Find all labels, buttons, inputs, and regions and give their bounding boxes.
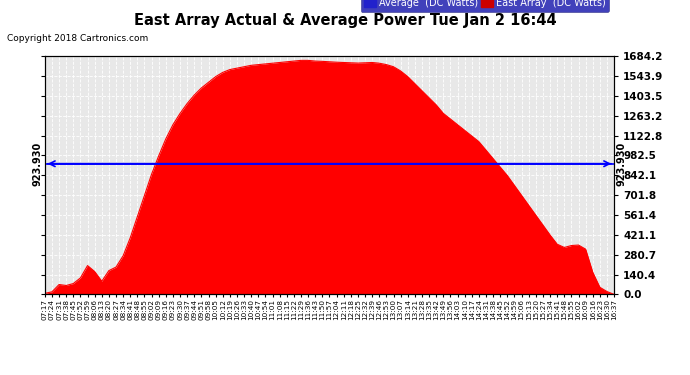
Text: East Array Actual & Average Power Tue Jan 2 16:44: East Array Actual & Average Power Tue Ja…: [134, 13, 556, 28]
Text: 923.930: 923.930: [617, 142, 627, 186]
Text: Copyright 2018 Cartronics.com: Copyright 2018 Cartronics.com: [7, 34, 148, 43]
Legend: Average  (DC Watts), East Array  (DC Watts): Average (DC Watts), East Array (DC Watts…: [360, 0, 609, 12]
Text: 923.930: 923.930: [32, 142, 42, 186]
